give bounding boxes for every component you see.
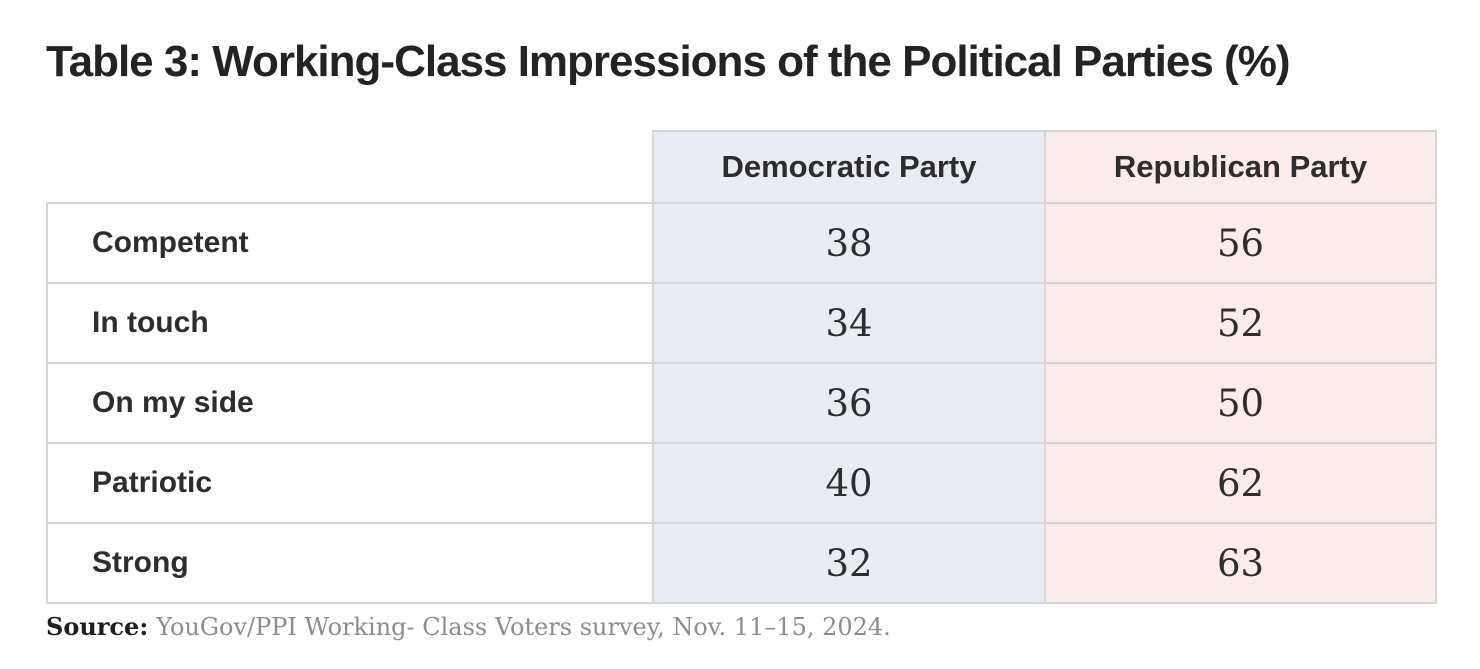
row-label: Patriotic xyxy=(46,442,654,524)
page-title: Table 3: Working-Class Impressions of th… xyxy=(46,37,1290,86)
republican-value-cell: 56 xyxy=(1044,202,1437,284)
democratic-value-cell: 36 xyxy=(652,362,1046,444)
democratic-party-column-header: Democratic Party xyxy=(652,130,1046,204)
republican-value-cell: 62 xyxy=(1044,442,1437,524)
table-row-patriotic: Patriotic 40 62 xyxy=(46,442,1437,524)
row-label: Strong xyxy=(46,522,654,604)
table-row-on-my-side: On my side 36 50 xyxy=(46,362,1437,444)
impressions-table: Democratic Party Republican Party Compet… xyxy=(46,130,1437,604)
republican-party-column-header: Republican Party xyxy=(1044,130,1437,204)
row-label: Competent xyxy=(46,202,654,284)
source-text: YouGov/PPI Working- Class Voters survey,… xyxy=(156,613,891,641)
republican-value-cell: 63 xyxy=(1044,522,1437,604)
republican-value-cell: 50 xyxy=(1044,362,1437,444)
blank-header-cell xyxy=(47,131,653,203)
source-label: Source: xyxy=(46,612,149,641)
table-row-competent: Competent 38 56 xyxy=(46,202,1437,284)
democratic-value-cell: 34 xyxy=(652,282,1046,364)
table-row-strong: Strong 32 63 xyxy=(46,522,1437,604)
source-note: Source: YouGov/PPI Working- Class Voters … xyxy=(46,612,891,641)
democratic-value-cell: 32 xyxy=(652,522,1046,604)
table-header-row: Democratic Party Republican Party xyxy=(47,130,1437,204)
row-label: In touch xyxy=(46,282,654,364)
row-label: On my side xyxy=(46,362,654,444)
democratic-value-cell: 38 xyxy=(652,202,1046,284)
democratic-value-cell: 40 xyxy=(652,442,1046,524)
republican-value-cell: 52 xyxy=(1044,282,1437,364)
table-row-in-touch: In touch 34 52 xyxy=(46,282,1437,364)
